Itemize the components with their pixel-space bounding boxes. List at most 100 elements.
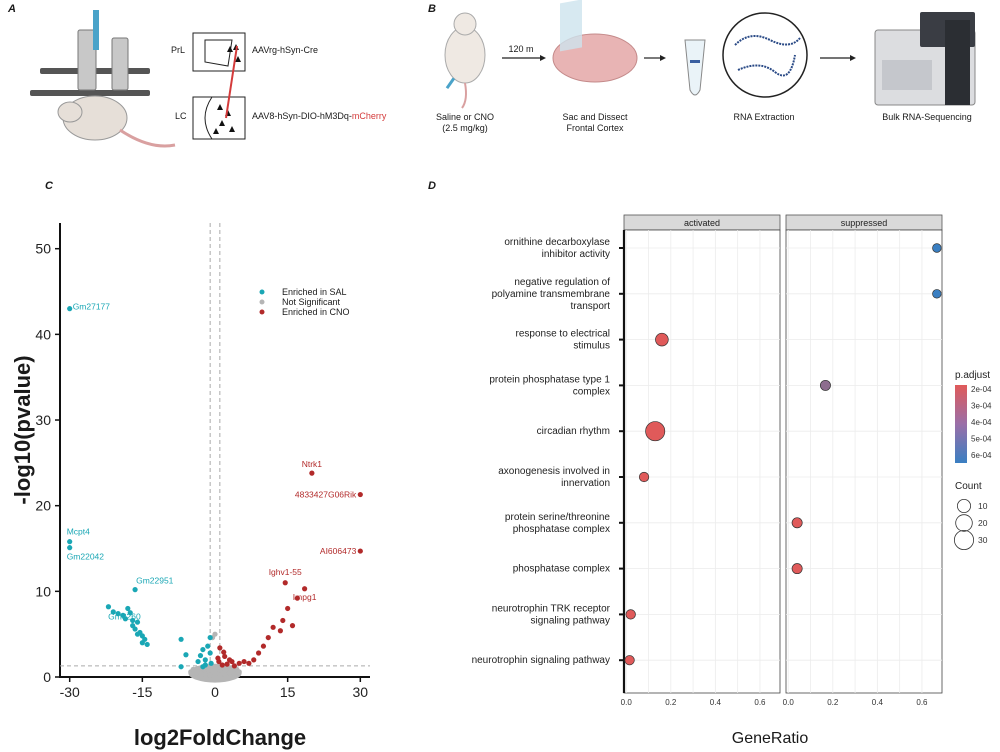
volcano-point xyxy=(265,634,271,641)
volcano-ylabel: -log10(pvalue) xyxy=(10,355,35,504)
gene-label: 4833427G06Rik xyxy=(295,490,357,500)
term-label: signaling pathway xyxy=(531,615,611,626)
volcano-point xyxy=(105,604,112,610)
volcano-xtick-label: 15 xyxy=(280,684,296,700)
volcano-point xyxy=(212,670,218,676)
dot-xtick-label: 0.4 xyxy=(872,698,884,707)
volcano-point xyxy=(241,658,247,665)
count-legend-title: Count xyxy=(955,481,982,492)
gene-label: Gm27177 xyxy=(73,302,111,312)
volcano-point xyxy=(178,636,184,642)
volcano-point xyxy=(200,664,206,670)
facet-panel-suppressed xyxy=(785,229,943,694)
term-label: stimulus xyxy=(573,341,610,352)
dot-xtick-label: 0.6 xyxy=(754,698,766,707)
panel-letter-d: D xyxy=(428,180,436,192)
volcano-point xyxy=(231,670,237,677)
volcano-legend: Enriched in SAL Not Significant Enriched… xyxy=(259,287,350,317)
count-legend-label: 10 xyxy=(978,501,988,511)
panel-letter-b: B xyxy=(428,3,436,15)
volcano-point xyxy=(134,619,141,625)
arrow-2-head xyxy=(660,55,666,61)
volcano-point xyxy=(217,672,223,678)
volcano-point xyxy=(139,640,145,646)
volcano-point xyxy=(226,670,233,676)
term-label: response to electrical xyxy=(516,329,611,340)
label-rna: RNA Extraction xyxy=(733,112,795,122)
label-injection: Saline or CNO (2.5 mg/kg) xyxy=(436,112,494,134)
volcano-point xyxy=(178,664,184,670)
dissect-line-1: Sac and Dissect xyxy=(562,112,628,122)
volcano-point xyxy=(205,643,211,649)
projection-arrow xyxy=(225,45,238,119)
volcano-point xyxy=(197,652,204,659)
dot-point xyxy=(625,609,636,620)
term-label: phosphatase complex xyxy=(513,524,610,535)
arrow-3-head xyxy=(850,55,856,61)
volcano-point xyxy=(229,658,235,665)
vector-bottom-red: mCherry xyxy=(351,111,387,121)
volcano-point xyxy=(183,652,189,658)
dot-point xyxy=(645,421,666,442)
go-dot-plot: activated 0.0 0.2 0.4 0.6 suppressed 0.0 0.2 0.4… xyxy=(472,214,992,747)
volcano-xtick-label: -30 xyxy=(60,684,80,700)
dot-xtick-label: 0.6 xyxy=(916,698,928,707)
panel-letter-c: C xyxy=(45,180,53,192)
volcano-ytick-label: 20 xyxy=(35,498,51,514)
term-label: innervation xyxy=(561,478,610,489)
arrow-1-head xyxy=(540,55,546,61)
volcano-point xyxy=(110,609,116,615)
term-label: protein phosphatase type 1 xyxy=(489,374,610,385)
dot-xtick-label: 0.0 xyxy=(783,698,795,707)
volcano-point xyxy=(132,587,138,593)
term-label: negative regulation of xyxy=(514,277,610,288)
volcano-point xyxy=(309,470,315,476)
term-label: transport xyxy=(571,301,611,312)
padjust-colorbar xyxy=(955,385,967,463)
volcano-point xyxy=(212,631,218,637)
dot-point xyxy=(791,563,803,575)
volcano-point xyxy=(214,664,221,671)
dot-plot-frame: activated 0.0 0.2 0.4 0.6 suppressed 0.0 0.2 0.4… xyxy=(619,214,943,707)
volcano-point xyxy=(190,666,196,672)
term-label: circadian rhythm xyxy=(537,426,610,437)
gene-label: Impg1 xyxy=(293,592,317,602)
dot-plot-points xyxy=(624,243,942,666)
volcano-point xyxy=(222,666,228,672)
term-label: phosphatase complex xyxy=(513,564,610,575)
gene-label: AI606473 xyxy=(320,546,357,556)
volcano-point xyxy=(207,672,213,678)
volcano-point xyxy=(200,646,206,653)
volcano-xtick-label: 30 xyxy=(353,684,369,700)
gene-label: Gm8260 xyxy=(108,612,141,622)
volcano-point xyxy=(294,595,300,601)
dot-point xyxy=(791,517,803,529)
volcano-ytick-label: 50 xyxy=(35,241,51,257)
volcano-point xyxy=(231,663,237,669)
volcano-point xyxy=(221,649,227,655)
sequencer-icon xyxy=(874,12,976,106)
legend-swatch-ns xyxy=(259,299,265,305)
label-time: 120 m xyxy=(508,44,534,54)
facet-label-activated: activated xyxy=(684,218,720,228)
label-seq: Bulk RNA-Sequencing xyxy=(882,112,972,122)
volcano-point xyxy=(67,306,73,312)
term-label: polyamine transmembrane xyxy=(492,289,611,300)
dot-xtick-label: 0.0 xyxy=(621,698,633,707)
legend-label-sal: Enriched in SAL xyxy=(282,287,347,297)
vector-bottom-main: AAV8-hSyn-DIO-hM3Dq- xyxy=(252,111,352,121)
padjust-legend-label: 2e-04 xyxy=(971,385,992,394)
mouse-icon xyxy=(444,12,486,109)
gene-label: Mcpt4 xyxy=(67,527,90,537)
volcano-plot: -30 -15 0 15 30 0 10 20 30 40 50 Gm27177 Mcpt4 Gm220… xyxy=(10,223,370,750)
brain-diagram-lc xyxy=(192,96,246,140)
legend-swatch-cno xyxy=(259,309,265,315)
dot-point xyxy=(932,243,942,253)
volcano-point xyxy=(207,650,213,656)
stereotaxic-rig-illustration xyxy=(30,10,176,148)
volcano-point xyxy=(197,670,204,676)
gene-label: Gm22951 xyxy=(136,576,174,586)
legend-label-cno: Enriched in CNO xyxy=(282,307,350,317)
dotplot-xlabel: GeneRatio xyxy=(732,730,809,747)
